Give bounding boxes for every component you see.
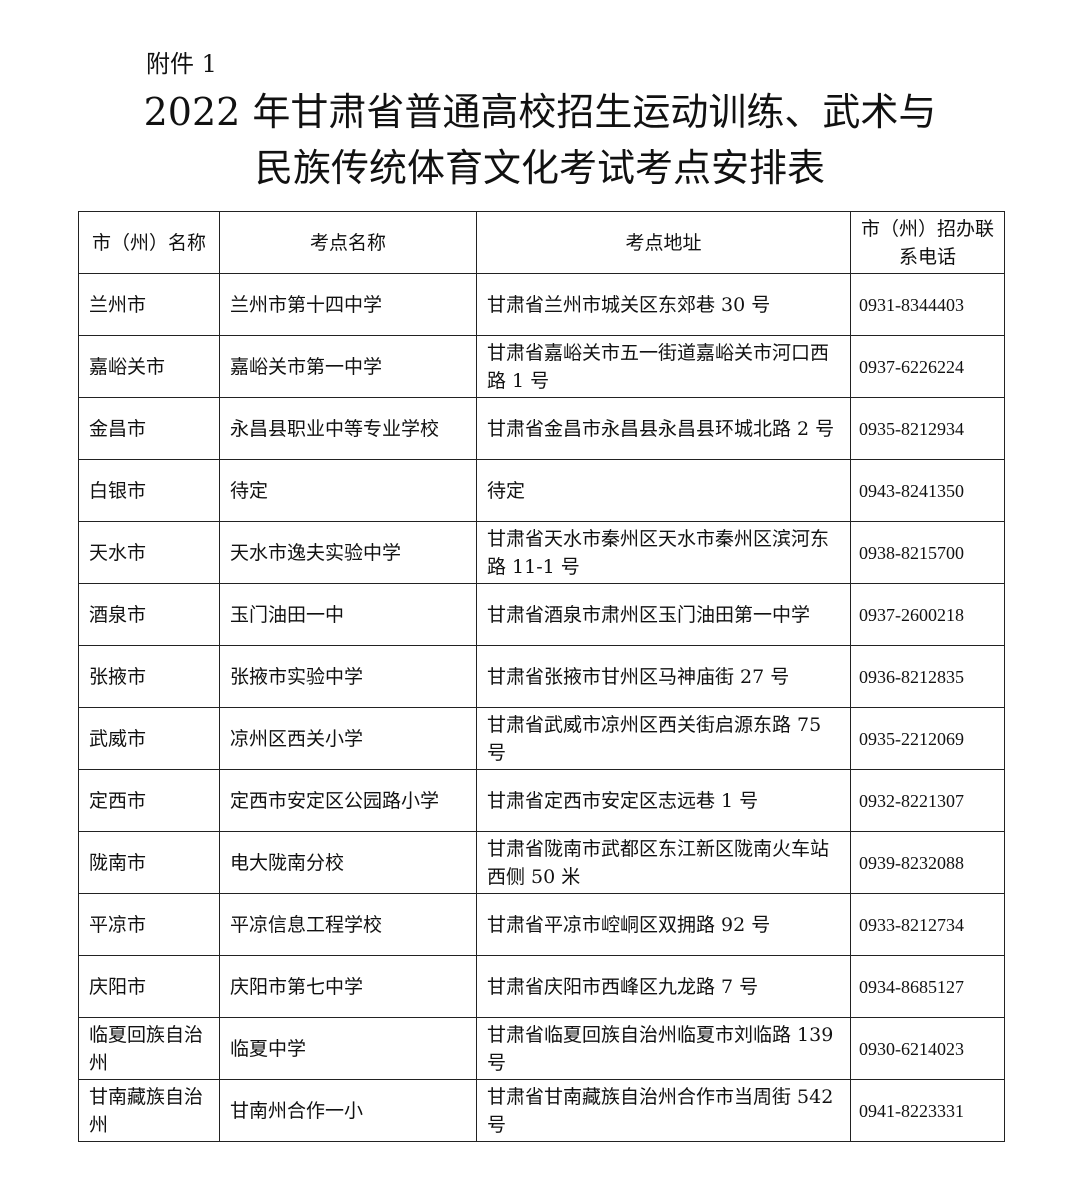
cell-site-name: 待定 [219, 459, 477, 522]
table-row: 天水市 天水市逸夫实验中学 甘肃省天水市秦州区天水市秦州区滨河东路 11-1 号 09… [78, 521, 1005, 584]
cell-phone: 0936-8212835 [850, 645, 1005, 708]
table-row: 临夏回族自治州 临夏中学 甘肃省临夏回族自治州临夏市刘临路 139 号 0930-62… [78, 1017, 1005, 1080]
table-row: 定西市 定西市安定区公园路小学 甘肃省定西市安定区志远巷 1 号 0932-82213… [78, 769, 1005, 832]
table-header-row: 市（州）名称 考点名称 考点地址 市（州）招办联系电话 [78, 211, 1005, 274]
table-row: 白银市 待定 待定 0943-8241350 [78, 459, 1005, 522]
header-site-name: 考点名称 [219, 211, 477, 274]
cell-phone: 0930-6214023 [850, 1017, 1005, 1080]
header-city: 市（州）名称 [78, 211, 220, 274]
table-row: 兰州市 兰州市第十四中学 甘肃省兰州市城关区东郊巷 30 号 0931-8344403 [78, 273, 1005, 336]
cell-site-name: 甘南州合作一小 [219, 1079, 477, 1142]
cell-city: 陇南市 [78, 831, 220, 894]
table-row: 金昌市 永昌县职业中等专业学校 甘肃省金昌市永昌县永昌县环城北路 2 号 0935-8… [78, 397, 1005, 460]
cell-phone: 0943-8241350 [850, 459, 1005, 522]
cell-address: 甘肃省陇南市武都区东江新区陇南火车站西侧 50 米 [476, 831, 851, 894]
cell-phone: 0931-8344403 [850, 273, 1005, 336]
cell-site-name: 天水市逸夫实验中学 [219, 521, 477, 584]
cell-site-name: 庆阳市第七中学 [219, 955, 477, 1018]
exam-site-table: 市（州）名称 考点名称 考点地址 市（州）招办联系电话 兰州市 兰州市第十四中学甘… [78, 211, 1005, 1142]
cell-phone: 0941-8223331 [850, 1079, 1005, 1142]
cell-address: 待定 [476, 459, 851, 522]
cell-city: 定西市 [78, 769, 220, 832]
attachment-label: 附件 1 [146, 50, 217, 78]
cell-site-name: 临夏中学 [219, 1017, 477, 1080]
header-address: 考点地址 [476, 211, 851, 274]
cell-address: 甘肃省甘南藏族自治州合作市当周街 542 号 [476, 1079, 851, 1142]
cell-city: 天水市 [78, 521, 220, 584]
table-row: 嘉峪关市 嘉峪关市第一中学 甘肃省嘉峪关市五一街道嘉峪关市河口西路 1 号 0937-… [78, 335, 1005, 398]
cell-site-name: 凉州区西关小学 [219, 707, 477, 770]
cell-site-name: 张掖市实验中学 [219, 645, 477, 708]
cell-phone: 0937-6226224 [850, 335, 1005, 398]
cell-address: 甘肃省定西市安定区志远巷 1 号 [476, 769, 851, 832]
cell-city: 嘉峪关市 [78, 335, 220, 398]
title-line-2: 民族传统体育文化考试考点安排表 [254, 146, 825, 190]
header-phone: 市（州）招办联系电话 [850, 211, 1005, 274]
cell-city: 武威市 [78, 707, 220, 770]
cell-phone: 0932-8221307 [850, 769, 1005, 832]
cell-city: 庆阳市 [78, 955, 220, 1018]
cell-site-name: 定西市安定区公园路小学 [219, 769, 477, 832]
cell-site-name: 永昌县职业中等专业学校 [219, 397, 477, 460]
cell-phone: 0935-2212069 [850, 707, 1005, 770]
cell-site-name: 电大陇南分校 [219, 831, 477, 894]
cell-address: 甘肃省酒泉市肃州区玉门油田第一中学 [476, 583, 851, 646]
cell-address: 甘肃省张掖市甘州区马神庙街 27 号 [476, 645, 851, 708]
cell-phone: 0935-8212934 [850, 397, 1005, 460]
cell-site-name: 平凉信息工程学校 [219, 893, 477, 956]
cell-site-name: 玉门油田一中 [219, 583, 477, 646]
table-row: 平凉市 平凉信息工程学校 甘肃省平凉市崆峒区双拥路 92 号 0933-8212734 [78, 893, 1005, 956]
cell-phone: 0937-2600218 [850, 583, 1005, 646]
cell-city: 临夏回族自治州 [78, 1017, 220, 1080]
cell-address: 甘肃省临夏回族自治州临夏市刘临路 139 号 [476, 1017, 851, 1080]
cell-site-name: 嘉峪关市第一中学 [219, 335, 477, 398]
cell-city: 金昌市 [78, 397, 220, 460]
cell-address: 甘肃省金昌市永昌县永昌县环城北路 2 号 [476, 397, 851, 460]
cell-city: 白银市 [78, 459, 220, 522]
cell-address: 甘肃省平凉市崆峒区双拥路 92 号 [476, 893, 851, 956]
table-row: 庆阳市 庆阳市第七中学 甘肃省庆阳市西峰区九龙路 7 号 0934-8685127 [78, 955, 1005, 1018]
cell-site-name: 兰州市第十四中学 [219, 273, 477, 336]
cell-address: 甘肃省庆阳市西峰区九龙路 7 号 [476, 955, 851, 1018]
title-line-1: 2022 年甘肃省普通高校招生运动训练、武术与 [143, 90, 937, 134]
cell-phone: 0938-8215700 [850, 521, 1005, 584]
cell-city: 张掖市 [78, 645, 220, 708]
cell-phone: 0934-8685127 [850, 955, 1005, 1018]
cell-address: 甘肃省嘉峪关市五一街道嘉峪关市河口西路 1 号 [476, 335, 851, 398]
cell-city: 平凉市 [78, 893, 220, 956]
document-title: 2022 年甘肃省普通高校招生运动训练、武术与 民族传统体育文化考试考点安排表 [0, 84, 1080, 196]
table-row: 甘南藏族自治州 甘南州合作一小 甘肃省甘南藏族自治州合作市当周街 542 号 0941… [78, 1079, 1005, 1142]
cell-address: 甘肃省武威市凉州区西关街启源东路 75 号 [476, 707, 851, 770]
cell-city: 甘南藏族自治州 [78, 1079, 220, 1142]
cell-phone: 0933-8212734 [850, 893, 1005, 956]
table-row: 陇南市 电大陇南分校 甘肃省陇南市武都区东江新区陇南火车站西侧 50 米 0939-8… [78, 831, 1005, 894]
table-row: 张掖市 张掖市实验中学 甘肃省张掖市甘州区马神庙街 27 号 0936-8212835 [78, 645, 1005, 708]
table-row: 武威市 凉州区西关小学 甘肃省武威市凉州区西关街启源东路 75 号 0935-2212… [78, 707, 1005, 770]
cell-address: 甘肃省兰州市城关区东郊巷 30 号 [476, 273, 851, 336]
cell-phone: 0939-8232088 [850, 831, 1005, 894]
table-row: 酒泉市 玉门油田一中 甘肃省酒泉市肃州区玉门油田第一中学 0937-2600218 [78, 583, 1005, 646]
cell-city: 酒泉市 [78, 583, 220, 646]
cell-city: 兰州市 [78, 273, 220, 336]
cell-address: 甘肃省天水市秦州区天水市秦州区滨河东路 11-1 号 [476, 521, 851, 584]
